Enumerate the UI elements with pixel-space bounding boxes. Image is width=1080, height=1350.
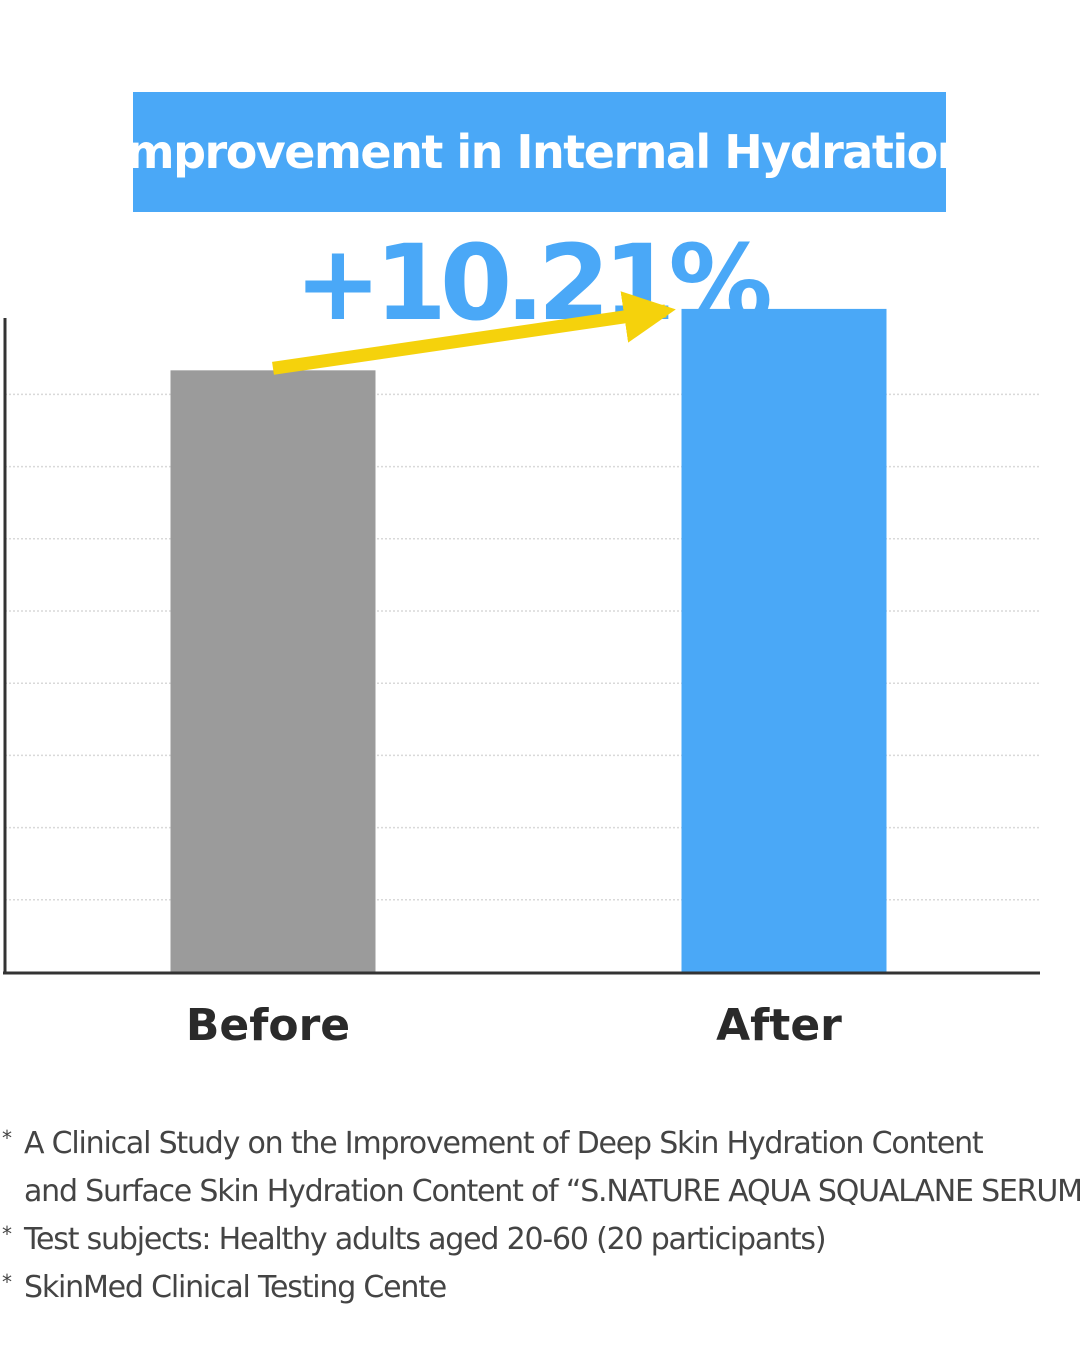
footnote-1-line-1: A Clinical Study on the Improvement of D…: [24, 1126, 984, 1161]
bars: [170, 308, 887, 972]
footnote-1: * A Clinical Study on the Improvement of…: [0, 1120, 1080, 1168]
increase-arrow-line: [272, 291, 676, 375]
chart-title-banner: Improvement in Internal Hydration: [111, 92, 969, 212]
footnote-3-text: SkinMed Clinical Testing Cente: [24, 1270, 447, 1305]
footnote-2-text: Test subjects: Healthy adults aged 20-60…: [24, 1222, 827, 1257]
x-axis-labels: Before After: [186, 1000, 842, 1051]
footnote-2: * Test subjects: Healthy adults aged 20-…: [0, 1216, 1080, 1264]
chart-title: Improvement in Internal Hydration: [111, 125, 969, 179]
axes: [3, 318, 1040, 975]
bar-before: [170, 370, 376, 972]
x-tick-label-before: Before: [186, 1000, 350, 1051]
asterisk-marker: *: [2, 1126, 12, 1150]
bar-after: [681, 308, 887, 972]
footnote-1-line-2: and Surface Skin Hydration Content of “S…: [24, 1174, 1080, 1209]
bar-chart: Before After: [3, 291, 1040, 1051]
increase-arrow: [272, 291, 676, 375]
footnote-1-continued: and Surface Skin Hydration Content of “S…: [0, 1168, 1080, 1216]
footnotes: * A Clinical Study on the Improvement of…: [0, 1120, 1080, 1312]
footnote-3: * SkinMed Clinical Testing Cente: [0, 1264, 1080, 1312]
asterisk-marker: *: [2, 1222, 12, 1246]
x-tick-label-after: After: [716, 1000, 842, 1051]
asterisk-marker: *: [2, 1270, 12, 1294]
